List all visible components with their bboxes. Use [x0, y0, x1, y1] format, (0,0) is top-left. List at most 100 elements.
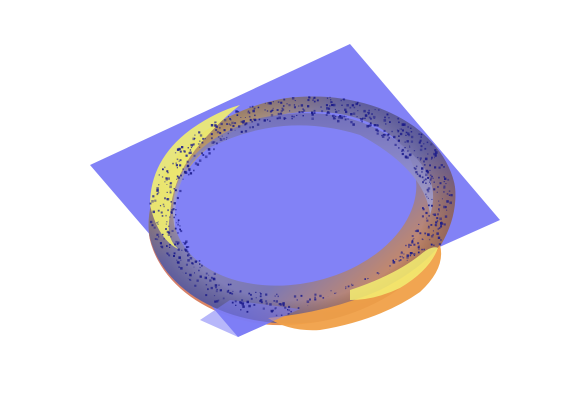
speckle-dot	[253, 107, 256, 110]
speckle-dot	[194, 272, 195, 274]
speckle-dot	[409, 252, 413, 255]
speckle-dot	[440, 239, 442, 241]
speckle-dot	[213, 295, 216, 297]
speckle-dot	[223, 129, 226, 132]
speckle-dot	[425, 193, 427, 196]
speckle-dot	[175, 164, 178, 167]
speckle-dot	[189, 254, 191, 256]
speckle-dot	[263, 119, 266, 122]
speckle-dot	[344, 118, 347, 121]
speckle-dot	[240, 301, 243, 304]
speckle-dot	[312, 99, 314, 101]
speckle-dot	[430, 158, 433, 160]
speckle-dot	[430, 224, 433, 226]
speckle-dot	[444, 206, 447, 209]
speckle-dot	[412, 238, 414, 240]
speckle-dot	[163, 205, 165, 208]
speckle-dot	[429, 178, 432, 181]
speckle-dot	[179, 150, 182, 153]
speckle-dot	[176, 178, 178, 180]
speckle-dot	[177, 223, 179, 226]
speckle-dot	[166, 184, 168, 185]
speckle-dot	[438, 200, 440, 202]
speckle-dot	[248, 292, 251, 295]
speckle-dot	[175, 209, 177, 211]
speckle-dot	[413, 167, 415, 169]
speckle-dot	[290, 310, 292, 313]
speckle-dot	[434, 149, 437, 152]
speckle-dot	[424, 147, 427, 150]
speckle-dot	[370, 117, 372, 120]
speckle-dot	[167, 233, 170, 236]
speckle-dot	[171, 229, 174, 232]
speckle-dot	[430, 183, 431, 185]
speckle-dot	[251, 126, 254, 129]
torus-upper-body	[147, 96, 457, 324]
speckle-dot	[265, 302, 268, 305]
speckle-dot	[353, 106, 356, 109]
speckle-dot	[156, 238, 159, 241]
speckle-dot	[193, 266, 195, 268]
speckle-dot	[215, 121, 217, 123]
speckle-dot	[423, 164, 426, 166]
speckle-dot	[368, 116, 371, 119]
speckle-dot	[440, 225, 443, 228]
speckle-dot	[425, 211, 428, 215]
speckle-dot	[417, 251, 420, 254]
speckle-dot	[180, 267, 183, 270]
speckle-dot	[332, 114, 335, 118]
speckle-dot	[222, 297, 225, 300]
speckle-dot	[157, 221, 159, 223]
speckle-dot	[449, 201, 452, 205]
speckle-dot	[188, 168, 191, 171]
speckle-dot	[171, 209, 174, 212]
speckle-dot	[404, 155, 408, 158]
speckle-dot	[415, 168, 417, 170]
speckle-dot	[384, 116, 386, 119]
speckle-dot	[196, 163, 200, 166]
speckle-dot	[250, 293, 252, 296]
speckle-dot	[364, 114, 368, 117]
speckle-dot	[340, 115, 343, 118]
speckle-dot	[406, 256, 409, 259]
speckle-dot	[372, 115, 376, 119]
speckle-dot	[410, 135, 414, 139]
speckle-dot	[405, 131, 408, 134]
speckle-dot	[164, 197, 166, 200]
speckle-dot	[313, 100, 316, 103]
speckle-dot	[210, 137, 213, 140]
speckle-dot	[166, 191, 168, 193]
speckle-dot	[436, 232, 439, 235]
speckle-dot	[330, 101, 333, 104]
speckle-dot	[189, 172, 193, 175]
speckle-dot	[420, 145, 423, 148]
speckle-dot	[427, 187, 431, 190]
speckle-dot	[432, 233, 434, 236]
speckle-dot	[363, 109, 366, 113]
speckle-dot	[230, 128, 233, 131]
speckle-dot	[421, 170, 423, 173]
speckle-dot	[229, 292, 232, 295]
speckle-dot	[411, 241, 414, 244]
speckle-dot	[437, 186, 439, 188]
speckle-dot	[231, 301, 234, 304]
speckle-dot	[164, 181, 166, 183]
speckle-dot	[239, 290, 242, 292]
speckle-dot	[346, 104, 349, 107]
speckle-dot	[183, 242, 187, 245]
speckle-dot	[232, 290, 234, 292]
speckle-dot	[410, 140, 414, 143]
speckle-dot	[428, 225, 430, 227]
speckle-dot	[424, 178, 427, 181]
speckle-dot	[417, 156, 419, 159]
speckle-dot	[237, 110, 240, 113]
speckle-dot	[189, 257, 193, 260]
speckle-dot	[425, 173, 428, 177]
speckle-dot	[319, 294, 322, 298]
speckle-dot	[298, 105, 300, 107]
speckle-dot	[248, 115, 251, 118]
speckle-dot	[265, 293, 268, 296]
speckle-dot	[326, 107, 329, 110]
speckle-dot	[363, 110, 366, 113]
speckle-dot	[301, 111, 304, 113]
